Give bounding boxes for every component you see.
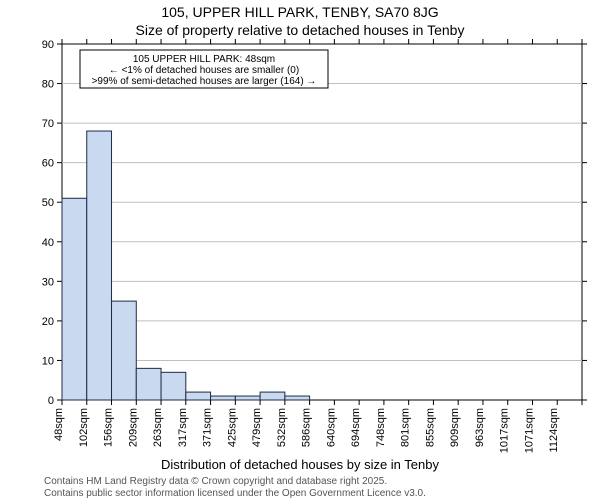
x-tick-label: 640sqm (325, 408, 337, 447)
y-tick-label: 40 (42, 237, 54, 249)
highlight-text-1: 105 UPPER HILL PARK: 48sqm (133, 54, 275, 65)
footer-line-2: Contains public sector information licen… (44, 488, 426, 499)
histogram-bar (285, 396, 310, 400)
y-tick-label: 10 (42, 355, 54, 367)
histogram-bar (112, 301, 137, 400)
x-tick-label: 586sqm (301, 408, 313, 447)
x-tick-label: 909sqm (449, 408, 461, 447)
x-tick-label: 694sqm (350, 408, 362, 447)
x-tick-label: 855sqm (424, 408, 436, 447)
x-tick-label: 156sqm (103, 408, 115, 447)
x-tick-label: 532sqm (276, 408, 288, 447)
histogram-bar (211, 396, 236, 400)
y-tick-label: 50 (42, 197, 54, 209)
highlight-text-3: >99% of semi-detached houses are larger … (92, 76, 317, 87)
x-tick-label: 963sqm (474, 408, 486, 447)
x-tick-label: 317sqm (177, 408, 189, 447)
footer-line-1: Contains HM Land Registry data © Crown c… (44, 476, 387, 487)
y-tick-label: 60 (42, 158, 54, 170)
x-tick-label: 371sqm (202, 408, 214, 447)
histogram-bar (235, 396, 260, 400)
plot-frame (62, 44, 582, 400)
y-tick-label: 70 (42, 118, 54, 130)
y-tick-label: 30 (42, 276, 54, 288)
x-tick-label: 801sqm (400, 408, 412, 447)
histogram-bar (87, 131, 112, 400)
x-tick-label: 48sqm (53, 408, 65, 441)
x-tick-label: 1017sqm (499, 408, 511, 453)
x-tick-label: 263sqm (152, 408, 164, 447)
x-tick-label: 748sqm (375, 408, 387, 447)
x-tick-label: 425sqm (226, 408, 238, 447)
histogram-bar (161, 372, 186, 400)
chart-root: 105, UPPER HILL PARK, TENBY, SA70 8JG Si… (0, 0, 600, 500)
y-tick-label: 80 (42, 79, 54, 91)
x-tick-label: 209sqm (127, 408, 139, 447)
histogram-bar (260, 392, 285, 400)
histogram-bar (136, 368, 161, 400)
y-tick-label: 0 (48, 395, 54, 407)
x-tick-label: 1124sqm (548, 408, 560, 452)
histogram-chart: 0 10 20 30 40 50 60 70 80 90 48sqm 102sqm 156sqm 209s… (0, 0, 600, 500)
x-tick-label: 1071sqm (523, 408, 535, 453)
y-tick-label: 90 (42, 39, 54, 51)
x-axis-label: Distribution of detached houses by size … (0, 457, 600, 472)
highlight-text-2: ← <1% of detached houses are smaller (0) (109, 65, 299, 76)
histogram-bar (186, 392, 211, 400)
x-tick-label: 479sqm (251, 408, 263, 447)
x-tick-label: 102sqm (78, 408, 90, 447)
y-tick-label: 20 (42, 316, 54, 328)
histogram-bar (62, 198, 87, 400)
